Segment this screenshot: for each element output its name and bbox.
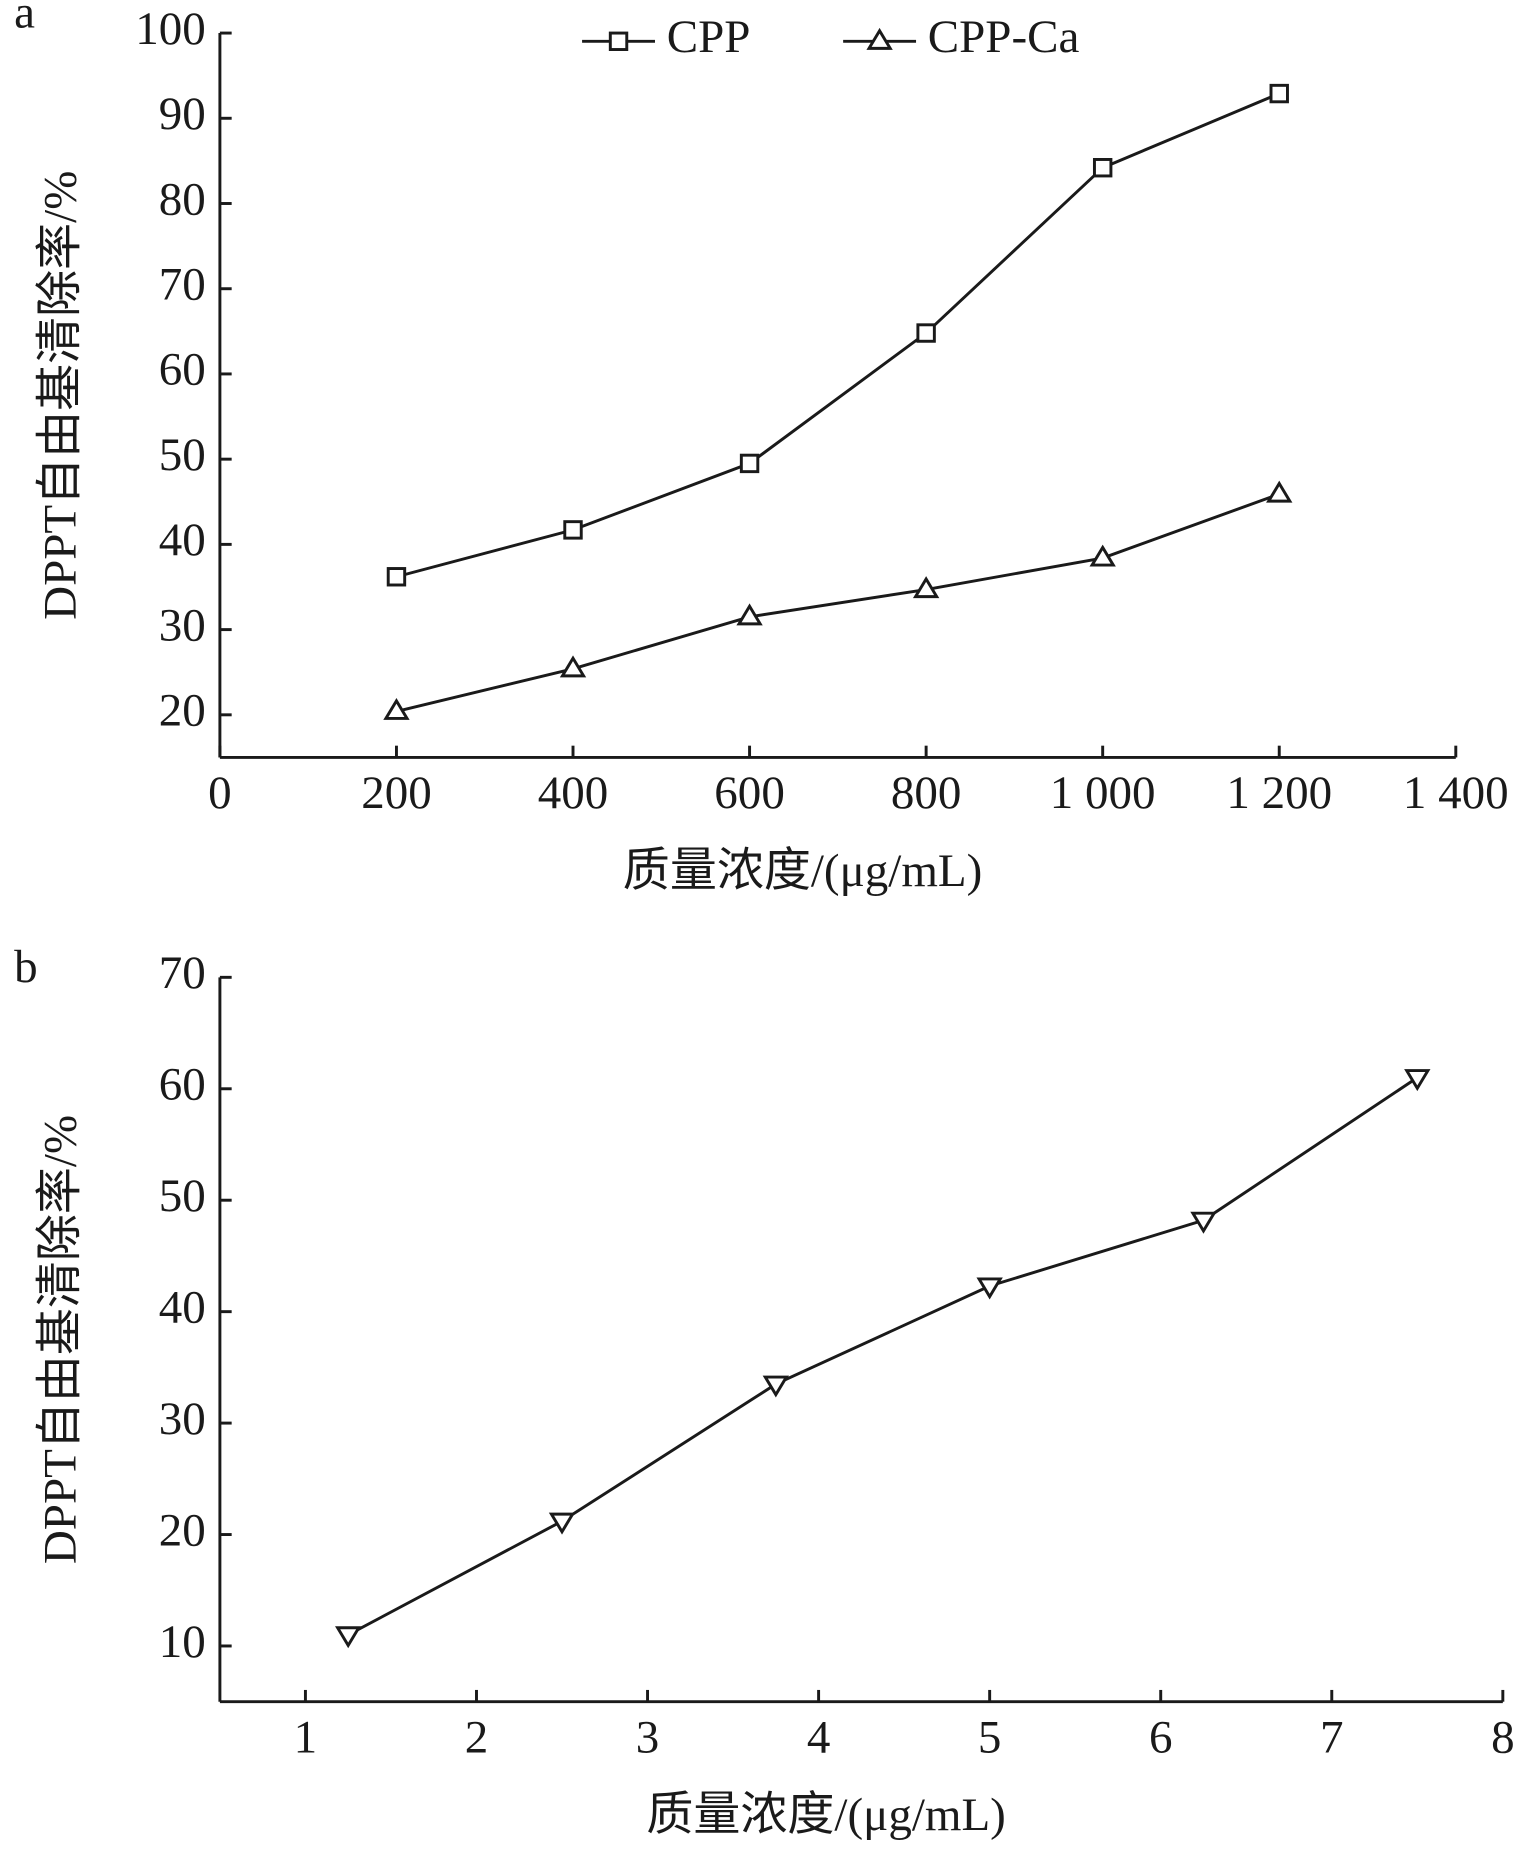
x-tick-label: 1 000 xyxy=(1050,767,1156,819)
marker xyxy=(1089,544,1116,567)
y-tick-label: 40 xyxy=(159,1281,206,1333)
y-tick-label: 60 xyxy=(159,344,206,396)
legend-label: CPP xyxy=(667,11,751,63)
y-tick-label: 60 xyxy=(159,1059,206,1111)
marker xyxy=(739,453,760,474)
y-tick-label: 70 xyxy=(159,259,206,311)
x-tick-label: 8 xyxy=(1491,1711,1515,1763)
x-tick-label: 3 xyxy=(636,1711,660,1763)
x-tick-label: 5 xyxy=(978,1711,1002,1763)
x-tick-label: 200 xyxy=(361,767,432,819)
y-tick-label: 10 xyxy=(159,1616,206,1668)
marker xyxy=(1092,158,1113,178)
y-tick-label: 20 xyxy=(159,685,206,737)
x-tick-label: 2 xyxy=(465,1711,489,1763)
marker xyxy=(976,1277,1003,1300)
x-tick-label: 600 xyxy=(714,767,785,819)
marker xyxy=(383,697,410,720)
x-tick-label: 0 xyxy=(208,767,232,819)
y-tick-label: 50 xyxy=(159,429,206,481)
marker xyxy=(1266,480,1293,503)
legend-marker xyxy=(608,31,629,51)
panel-label: a xyxy=(14,0,35,38)
marker xyxy=(1404,1069,1431,1092)
marker xyxy=(912,576,940,599)
x-axis-label: 质量浓度/(μg/mL) xyxy=(623,845,983,897)
marker xyxy=(563,520,583,540)
y-tick-label: 70 xyxy=(159,947,206,999)
y-tick-label: 20 xyxy=(159,1504,206,1556)
y-tick-label: 30 xyxy=(159,599,206,651)
series-line xyxy=(347,1076,1419,1637)
legend-marker xyxy=(866,27,893,50)
y-tick-label: 90 xyxy=(159,88,206,140)
series-line xyxy=(396,492,1280,713)
y-tick-label: 80 xyxy=(159,173,206,225)
legend-label: CPP-Ca xyxy=(928,11,1080,63)
marker xyxy=(559,655,587,678)
x-tick-label: 7 xyxy=(1320,1711,1344,1763)
x-tick-label: 1 200 xyxy=(1226,767,1332,819)
y-tick-label: 100 xyxy=(135,3,206,55)
x-tick-label: 4 xyxy=(807,1711,831,1763)
y-tick-label: 30 xyxy=(159,1393,206,1445)
x-tick-label: 400 xyxy=(538,767,609,819)
x-tick-label: 1 xyxy=(294,1711,318,1763)
y-axis-label: DPPT自由基清除率/% xyxy=(34,1115,86,1564)
marker xyxy=(335,1626,362,1649)
y-axis-label: DPPT自由基清除率/% xyxy=(34,171,86,620)
marker xyxy=(548,1512,576,1535)
x-tick-label: 6 xyxy=(1149,1711,1173,1763)
x-tick-label: 800 xyxy=(891,767,962,819)
panel-label: b xyxy=(14,941,38,993)
marker xyxy=(916,323,936,343)
marker xyxy=(1190,1211,1217,1234)
marker xyxy=(386,567,407,587)
x-tick-label: 1 400 xyxy=(1403,767,1509,819)
x-axis-label: 质量浓度/(μg/mL) xyxy=(646,1789,1006,1841)
y-tick-label: 40 xyxy=(159,514,206,566)
marker xyxy=(736,603,763,626)
marker xyxy=(1269,83,1289,104)
marker xyxy=(762,1375,790,1398)
series-line xyxy=(396,92,1280,579)
y-tick-label: 50 xyxy=(159,1170,206,1222)
